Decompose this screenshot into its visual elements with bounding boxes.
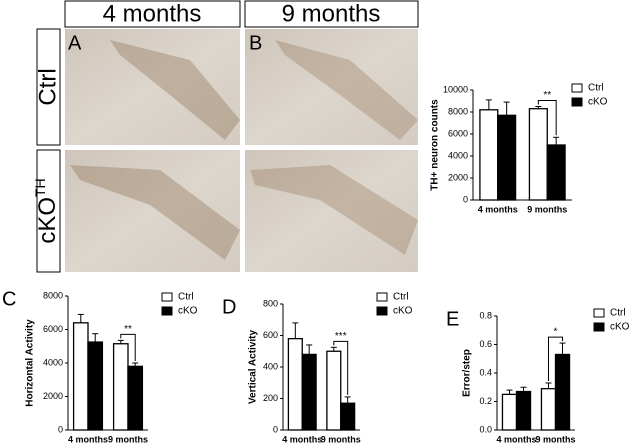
legend-swatch xyxy=(161,306,173,316)
x-tick-label: 4 months xyxy=(478,204,518,214)
legend-swatch xyxy=(376,306,388,316)
legend-label: cKO xyxy=(610,322,630,333)
y-tick-label: 4000 xyxy=(448,150,468,160)
x-tick-label: 9 months xyxy=(108,434,148,444)
bar xyxy=(546,144,566,201)
x-tick-label: 4 months xyxy=(282,434,322,444)
legend-label: Ctrl xyxy=(588,83,604,94)
micrograph xyxy=(65,29,240,145)
bar xyxy=(301,353,317,431)
y-tick-label: 0.0 xyxy=(479,424,492,434)
panel-letter: C xyxy=(2,288,16,310)
legend-label: cKO xyxy=(588,97,608,108)
significance-label: *** xyxy=(335,331,347,342)
y-axis-label: Horizontal Activity xyxy=(25,319,36,407)
bar xyxy=(287,337,303,431)
y-tick-label: 0.8 xyxy=(479,310,492,320)
y-tick-label: 6000 xyxy=(43,324,63,334)
y-tick-label: 0 xyxy=(58,424,63,434)
bar xyxy=(479,109,499,201)
legend-swatch xyxy=(571,97,583,107)
y-tick-label: 0 xyxy=(273,424,278,434)
header-box xyxy=(244,0,419,28)
bar xyxy=(501,393,518,431)
y-tick-label: 8000 xyxy=(43,290,63,300)
y-tick-label: 10000 xyxy=(443,84,468,94)
legend-label: Ctrl xyxy=(393,292,409,303)
x-tick-label: 9 months xyxy=(535,434,575,444)
y-axis-label: TH+ neuron counts xyxy=(430,99,441,191)
row-label-sup: TH xyxy=(32,178,48,197)
y-tick-label: 4000 xyxy=(43,357,63,367)
bar xyxy=(326,350,342,431)
y-tick-label: 0.4 xyxy=(479,367,492,377)
row-label: Ctrl xyxy=(34,68,61,105)
significance-label: ** xyxy=(124,324,132,335)
bar xyxy=(340,402,356,431)
row-box xyxy=(36,149,61,273)
legend-swatch xyxy=(161,292,173,302)
y-tick-label: 400 xyxy=(263,361,278,371)
panel-letter: E xyxy=(446,308,459,330)
y-tick-label: 0.6 xyxy=(479,339,492,349)
x-tick-label: 4 months xyxy=(496,434,536,444)
legend-swatch xyxy=(376,292,388,302)
micrograph xyxy=(245,150,418,272)
bar xyxy=(515,390,532,431)
micrograph xyxy=(65,150,240,272)
y-tick-label: 2000 xyxy=(448,172,468,182)
y-tick-label: 200 xyxy=(263,393,278,403)
bar xyxy=(72,322,89,431)
row-label-text: cKO xyxy=(34,197,61,244)
micrograph xyxy=(245,29,418,145)
y-tick-label: 8000 xyxy=(448,106,468,116)
y-tick-label: 2000 xyxy=(43,391,63,401)
bar xyxy=(112,343,129,431)
significance-bracket xyxy=(333,340,349,395)
significance-label: * xyxy=(554,327,558,338)
bar xyxy=(127,365,144,431)
y-axis-label: Error/step xyxy=(462,349,473,397)
y-tick-label: 0.2 xyxy=(479,396,492,406)
bar xyxy=(554,353,571,431)
significance-bracket xyxy=(547,336,564,381)
bar xyxy=(497,114,517,201)
bar xyxy=(87,341,104,431)
bar xyxy=(528,108,548,201)
panel-letter: B xyxy=(249,32,262,54)
legend-label: cKO xyxy=(178,306,198,317)
panel-letter: A xyxy=(68,32,82,54)
header-box xyxy=(64,0,241,28)
y-tick-label: 600 xyxy=(263,330,278,340)
y-tick-label: 800 xyxy=(263,298,278,308)
significance-bracket xyxy=(120,333,136,361)
significance-bracket xyxy=(537,100,557,136)
column-header: 9 months xyxy=(282,0,381,27)
panel-letter: D xyxy=(222,296,236,318)
x-tick-label: 9 months xyxy=(527,204,567,214)
row-box xyxy=(36,28,61,146)
legend-label: cKO xyxy=(393,306,413,317)
bar xyxy=(540,388,557,431)
legend-label: Ctrl xyxy=(610,308,626,319)
significance-label: ** xyxy=(543,90,551,101)
column-header: 4 months xyxy=(103,0,202,27)
y-tick-label: 6000 xyxy=(448,128,468,138)
y-axis-label: Vertical Activity xyxy=(248,330,259,405)
y-tick-label: 0 xyxy=(463,194,468,204)
legend-swatch xyxy=(593,308,605,318)
x-tick-label: 9 months xyxy=(321,434,361,444)
row-label: cKOTH xyxy=(32,178,62,243)
legend-swatch xyxy=(593,322,605,332)
legend-swatch xyxy=(571,83,583,93)
legend-label: Ctrl xyxy=(178,292,194,303)
x-tick-label: 4 months xyxy=(68,434,108,444)
